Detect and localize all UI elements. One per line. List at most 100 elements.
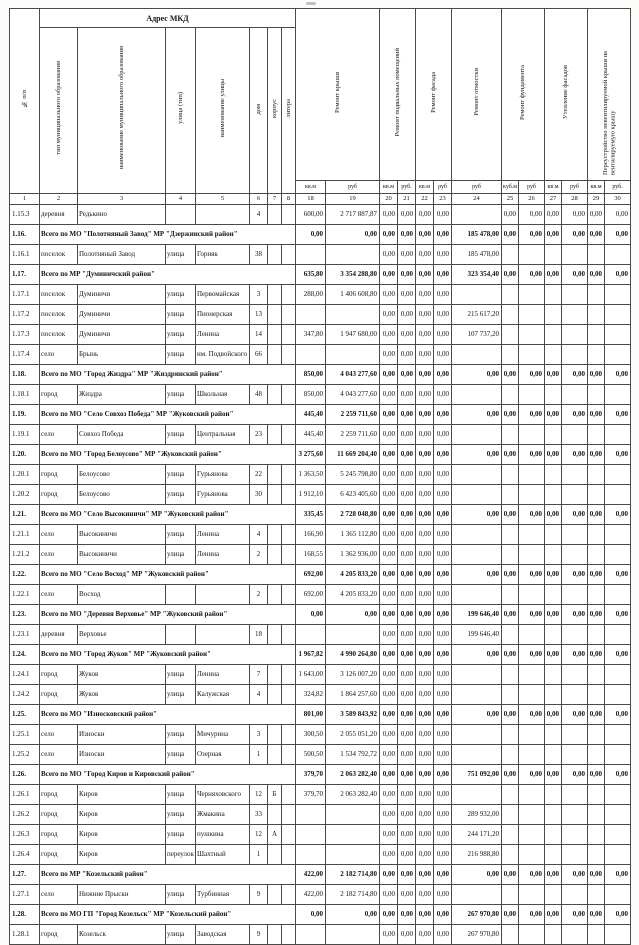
building-number bbox=[267, 684, 282, 705]
total-label: Всего по МО "Село Совхоз Победа" МР "Жук… bbox=[38, 404, 297, 425]
value-cell: 445,40 bbox=[295, 404, 327, 425]
total-label: Всего по МР "Думиничский район" bbox=[38, 264, 297, 285]
row-number: 1.20.2 bbox=[9, 484, 40, 505]
value-cell bbox=[518, 664, 546, 685]
value-cell bbox=[604, 724, 632, 745]
value-cell: 0,00 bbox=[604, 364, 632, 385]
value-cell: 0,00 bbox=[379, 824, 399, 845]
street-name bbox=[195, 624, 250, 645]
value-cell bbox=[501, 724, 520, 745]
value-cell bbox=[518, 324, 546, 345]
table-row: 1.16.1 поселок Полотняный Завод улица Горняк… bbox=[9, 244, 632, 265]
col-group-facade-insulation: Утепление фасадов bbox=[544, 8, 589, 181]
row-number: 1.17.3 bbox=[9, 324, 40, 345]
col-number: 21 bbox=[397, 193, 417, 205]
unit-sqm: кв.м bbox=[415, 180, 435, 194]
value-cell: 0,00 bbox=[561, 364, 589, 385]
value-cell bbox=[544, 664, 563, 685]
house-number: 3 bbox=[249, 724, 268, 745]
value-cell: 3 589 843,92 bbox=[325, 704, 381, 725]
value-cell bbox=[518, 484, 546, 505]
value-cell bbox=[501, 244, 520, 265]
value-cell bbox=[604, 284, 632, 305]
value-cell bbox=[544, 844, 563, 865]
row-number: 1.22. bbox=[9, 564, 40, 585]
value-cell: 0,00 bbox=[397, 624, 417, 645]
value-cell bbox=[587, 324, 606, 345]
value-cell: 422,00 bbox=[295, 884, 327, 905]
value-cell: 0,00 bbox=[561, 404, 589, 425]
value-cell: 0,00 bbox=[415, 664, 435, 685]
value-cell: 0,00 bbox=[379, 624, 399, 645]
col-group-roof-conversion: Переустройство невентилируемой крыши на … bbox=[587, 8, 632, 181]
value-cell: 0,00 bbox=[604, 904, 632, 925]
value-cell bbox=[561, 884, 589, 905]
value-cell: 0,00 bbox=[397, 904, 417, 925]
value-cell bbox=[561, 624, 589, 645]
street-type: улица bbox=[165, 824, 196, 845]
building-number bbox=[267, 624, 282, 645]
value-cell: 0,00 bbox=[415, 244, 435, 265]
table-row: 1.20.2 город Белоусово улица Гурьянова 30 1 91… bbox=[9, 484, 632, 505]
value-cell: 0,00 bbox=[561, 644, 589, 665]
value-cell: 267 970,80 bbox=[451, 924, 503, 945]
table-row: 1.24.2 город Жуков улица Калужская 4 324,82 1 8… bbox=[9, 684, 632, 705]
value-cell: 0,00 bbox=[415, 844, 435, 865]
row-number: 1.17.1 bbox=[9, 284, 40, 305]
value-cell bbox=[604, 624, 632, 645]
street-name: Центральная bbox=[195, 424, 250, 445]
header-sub-row: тип муниципального образования наименова… bbox=[10, 27, 631, 194]
value-cell: 0,00 bbox=[295, 224, 327, 245]
table-row: 1.25.2 село Износки улица Озерная 1 500,50 1 53… bbox=[9, 744, 632, 765]
row-number: 1.20. bbox=[9, 444, 40, 465]
row-number: 1.21.2 bbox=[9, 544, 40, 565]
row-number: 1.24. bbox=[9, 644, 40, 665]
row-number: 1.24.1 bbox=[9, 664, 40, 685]
house-number: 13 bbox=[249, 304, 268, 325]
value-cell bbox=[518, 304, 546, 325]
value-cell bbox=[518, 924, 546, 945]
value-cell: 0,00 bbox=[379, 344, 399, 365]
house-number: 7 bbox=[249, 664, 268, 685]
value-cell: 0,00 bbox=[325, 224, 381, 245]
value-cell: 0,00 bbox=[587, 264, 606, 285]
street-type: улица bbox=[165, 664, 196, 685]
value-cell: 0,00 bbox=[587, 644, 606, 665]
total-label: Всего по МО "Город Жиздра" МР "Жиздринск… bbox=[38, 364, 297, 385]
value-cell: 0,00 bbox=[433, 544, 453, 565]
total-row: 1.25. Всего по МО "Износковский район" 801… bbox=[9, 704, 632, 725]
value-cell: 1 406 608,80 bbox=[325, 284, 381, 305]
value-cell bbox=[325, 924, 381, 945]
value-cell: 0,00 bbox=[397, 404, 417, 425]
value-cell: 0,00 bbox=[433, 464, 453, 485]
value-cell bbox=[518, 784, 546, 805]
value-cell: 0,00 bbox=[415, 564, 435, 585]
value-cell: 2 728 048,80 bbox=[325, 504, 381, 525]
value-cell: 0,00 bbox=[433, 344, 453, 365]
value-cell: 0,00 bbox=[397, 644, 417, 665]
value-cell bbox=[544, 824, 563, 845]
value-cell: 0,00 bbox=[544, 644, 563, 665]
street-name: им. Подвойского bbox=[195, 344, 250, 365]
value-cell bbox=[604, 384, 632, 405]
col-number: 5 bbox=[195, 193, 250, 205]
settlement-type: город bbox=[39, 684, 78, 705]
value-cell bbox=[604, 324, 632, 345]
house-number: 4 bbox=[249, 204, 268, 225]
value-cell: 2 717 887,87 bbox=[325, 204, 381, 225]
settlement-name: Нижние Прыски bbox=[77, 884, 166, 905]
value-cell: 0,00 bbox=[518, 564, 546, 585]
building-number bbox=[267, 324, 282, 345]
value-cell bbox=[518, 824, 546, 845]
value-cell: 0,00 bbox=[518, 504, 546, 525]
value-cell: 0,00 bbox=[587, 704, 606, 725]
value-cell: 0,00 bbox=[433, 644, 453, 665]
value-cell bbox=[587, 684, 606, 705]
litera bbox=[280, 584, 297, 605]
street-name: Калужская bbox=[195, 684, 250, 705]
total-row: 1.19. Всего по МО "Село Совхоз Победа" МР… bbox=[9, 404, 632, 425]
value-cell: 0,00 bbox=[379, 444, 399, 465]
value-cell bbox=[501, 304, 520, 325]
value-cell: 801,00 bbox=[295, 704, 327, 725]
value-cell: 850,00 bbox=[295, 364, 327, 385]
